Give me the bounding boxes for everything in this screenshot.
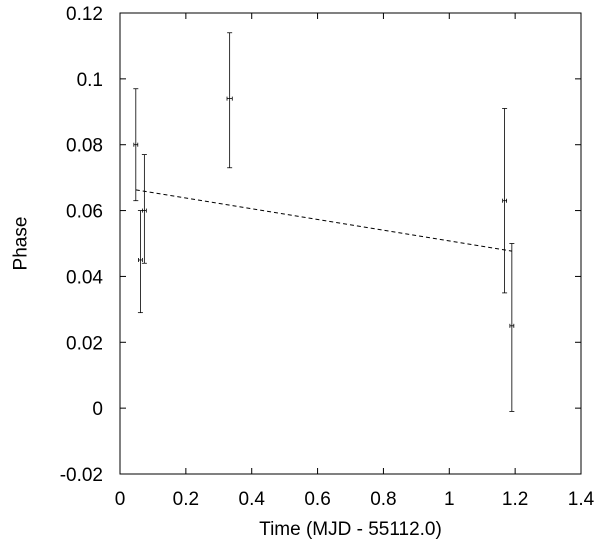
y-tick-label: 0.06 xyxy=(66,202,103,223)
fit-line xyxy=(135,189,512,252)
x-tick-label: 1 xyxy=(444,489,455,510)
data-marks xyxy=(133,32,515,412)
data-point xyxy=(137,210,143,314)
y-tick-label: 0.02 xyxy=(66,333,103,354)
x-tick-label: 0.4 xyxy=(239,489,266,510)
y-tick-label: -0.02 xyxy=(60,465,103,486)
y-tick-labels: -0.02 0 0.02 0.04 0.06 0.08 0.1 0.12 xyxy=(60,4,104,486)
x-tick-label: 1.4 xyxy=(568,489,595,510)
data-point xyxy=(141,154,147,264)
data-point xyxy=(502,108,508,294)
y-axis-label: Phase xyxy=(11,217,32,271)
x-tick-label: 0.6 xyxy=(304,489,330,510)
data-point xyxy=(509,243,515,412)
y-tick-label: 0.1 xyxy=(77,70,103,91)
y-tick-label: 0.08 xyxy=(66,136,103,157)
y-tick-label: 0.12 xyxy=(66,4,103,25)
x-tick-label: 1.2 xyxy=(502,489,528,510)
x-tick-label: 0 xyxy=(115,489,126,510)
plot-frame xyxy=(119,12,582,475)
x-tick-labels: 0 0.2 0.4 0.6 0.8 1 1.2 1.4 xyxy=(115,489,595,510)
x-tick-label: 0.8 xyxy=(370,489,396,510)
y-tick-label: 0.04 xyxy=(66,267,103,288)
data-point xyxy=(226,32,233,169)
x-tick-label: 0.2 xyxy=(173,489,199,510)
x-axis-label: Time (MJD - 55112.0) xyxy=(259,519,442,540)
data-point xyxy=(133,88,139,202)
y-tick-label: 0 xyxy=(92,399,103,420)
